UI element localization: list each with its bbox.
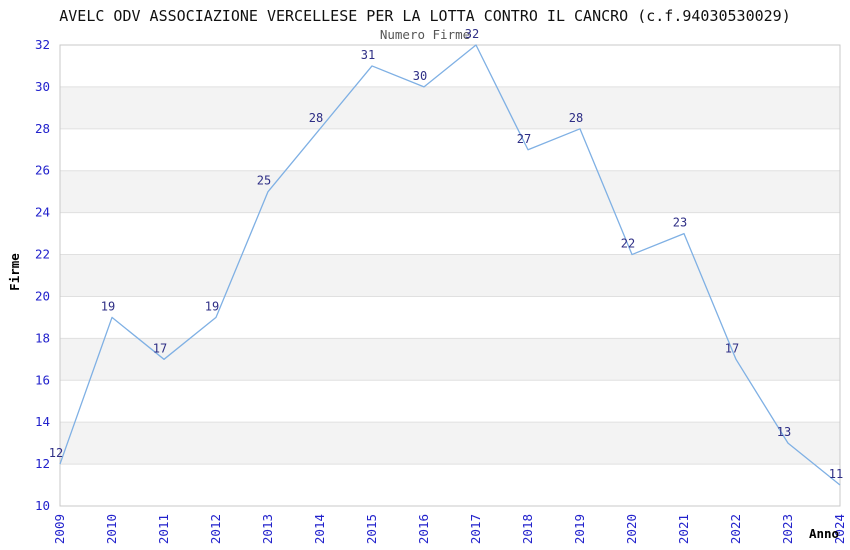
plot-band xyxy=(60,338,840,381)
y-tick-label: 16 xyxy=(35,372,50,387)
x-axis-label: Anno xyxy=(809,526,839,541)
series-line xyxy=(59,44,841,486)
plot-band xyxy=(60,170,840,213)
x-tick-label: 2016 xyxy=(416,514,431,544)
data-point-label: 30 xyxy=(413,69,427,83)
x-tick-label: 2013 xyxy=(260,514,275,544)
x-tick-label: 2021 xyxy=(676,514,691,544)
data-point-label: 13 xyxy=(777,425,791,439)
x-tick-label: 2019 xyxy=(572,514,587,544)
x-tick-label: 2009 xyxy=(52,514,67,544)
data-point-label: 23 xyxy=(673,216,687,230)
y-tick-label: 24 xyxy=(35,205,50,220)
chart-title: AVELC ODV ASSOCIAZIONE VERCELLESE PER LA… xyxy=(59,7,791,25)
x-tick-label: 2012 xyxy=(208,514,223,544)
x-tick-label: 2017 xyxy=(468,514,483,544)
data-point-label: 22 xyxy=(621,237,635,251)
data-point-label: 17 xyxy=(153,341,167,355)
data-point-label: 31 xyxy=(361,48,375,62)
y-tick-label: 14 xyxy=(35,414,50,429)
data-point-label: 28 xyxy=(569,111,583,125)
y-tick-label: 22 xyxy=(35,247,50,262)
y-tick-label: 12 xyxy=(35,456,50,471)
x-tick-label: 2011 xyxy=(156,514,171,544)
x-tick-label: 2014 xyxy=(312,514,327,544)
x-tick-label: 2018 xyxy=(520,514,535,544)
y-tick-label: 20 xyxy=(35,288,50,303)
y-tick-label: 28 xyxy=(35,121,50,136)
y-tick-label: 32 xyxy=(35,37,50,52)
plot-band xyxy=(60,254,840,297)
data-point-label: 19 xyxy=(205,299,219,313)
x-tick-label: 2015 xyxy=(364,514,379,544)
x-tick-label: 2010 xyxy=(104,514,119,544)
chart-subtitle: Numero Firme xyxy=(379,27,471,42)
x-tick-label: 2020 xyxy=(624,514,639,544)
y-tick-label: 30 xyxy=(35,79,50,94)
data-point-label: 28 xyxy=(309,111,323,125)
data-point-label: 19 xyxy=(101,299,115,313)
data-point-label: 32 xyxy=(465,27,479,41)
data-point-label: 11 xyxy=(829,467,843,481)
plot-border xyxy=(59,44,841,507)
y-axis-label: Firme xyxy=(7,253,22,291)
y-tick-label: 26 xyxy=(35,163,50,178)
data-point-label: 25 xyxy=(257,174,271,188)
plot-band xyxy=(60,422,840,465)
x-tick-label: 2022 xyxy=(728,514,743,544)
x-tick-label: 2023 xyxy=(780,514,795,544)
x-tick-label: 2024 xyxy=(832,514,847,544)
y-tick-label: 18 xyxy=(35,330,50,345)
y-tick-label: 10 xyxy=(35,498,50,513)
data-point-label: 27 xyxy=(517,132,531,146)
data-point-label: 17 xyxy=(725,341,739,355)
data-point-label: 12 xyxy=(49,446,63,460)
plot-band xyxy=(60,86,840,129)
